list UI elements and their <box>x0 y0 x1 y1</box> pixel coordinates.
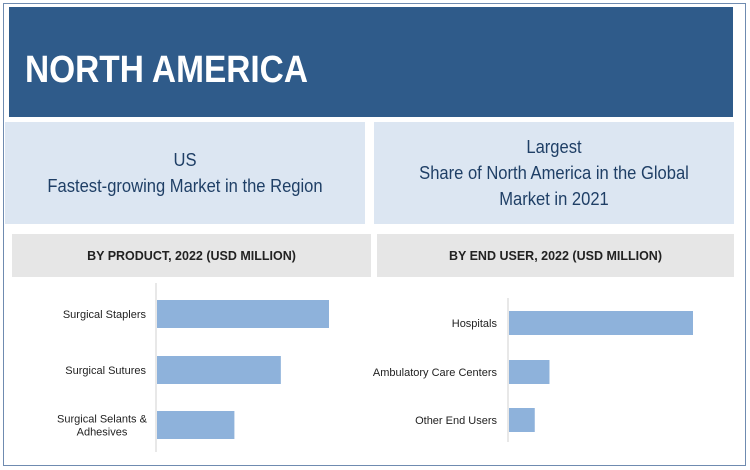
banner-title: NORTH AMERICA <box>25 49 308 91</box>
product-category-label-2: Surgical Sutures <box>65 365 146 377</box>
end-user-category-label-2: Ambulatory Care Centers <box>373 367 498 379</box>
product-category-label-3: Surgical Selants & Adhesives <box>57 414 148 439</box>
end-user-category-label-1: Hospitals <box>452 318 498 330</box>
largest-share-text-2: Market in 2021 <box>499 189 609 209</box>
end-user-bar-1 <box>509 311 693 335</box>
end-user-category-label-3: Other End Users <box>415 415 497 427</box>
product-bar-chart: Surgical Staplers Surgical Sutures Surgica… <box>57 283 329 452</box>
end-user-bar-2 <box>509 360 550 384</box>
end-user-bar-3 <box>509 408 535 432</box>
region-banner: NORTH AMERICA <box>9 7 733 117</box>
fastest-growing-country: US <box>173 150 197 170</box>
fastest-growing-text: Fastest-growing Market in the Region <box>47 176 323 196</box>
end-user-bar-chart: Hospitals Ambulatory Care Centers Other En… <box>373 298 693 442</box>
product-chart-title: BY PRODUCT, 2022 (USD MILLION) <box>12 234 371 277</box>
product-bar-1 <box>157 300 329 328</box>
fastest-growing-box: US Fastest-growing Market in the Region <box>5 122 365 224</box>
largest-share-text-1: Share of North America in the Global <box>419 163 689 183</box>
product-bar-2 <box>157 356 281 384</box>
largest-share-box: Largest Share of North America in the Gl… <box>374 122 734 224</box>
end-user-chart-title: BY END USER, 2022 (USD MILLION) <box>377 234 734 277</box>
product-category-label-1: Surgical Staplers <box>63 309 147 321</box>
largest-share-heading: Largest <box>526 137 582 157</box>
product-bar-3 <box>157 411 235 439</box>
